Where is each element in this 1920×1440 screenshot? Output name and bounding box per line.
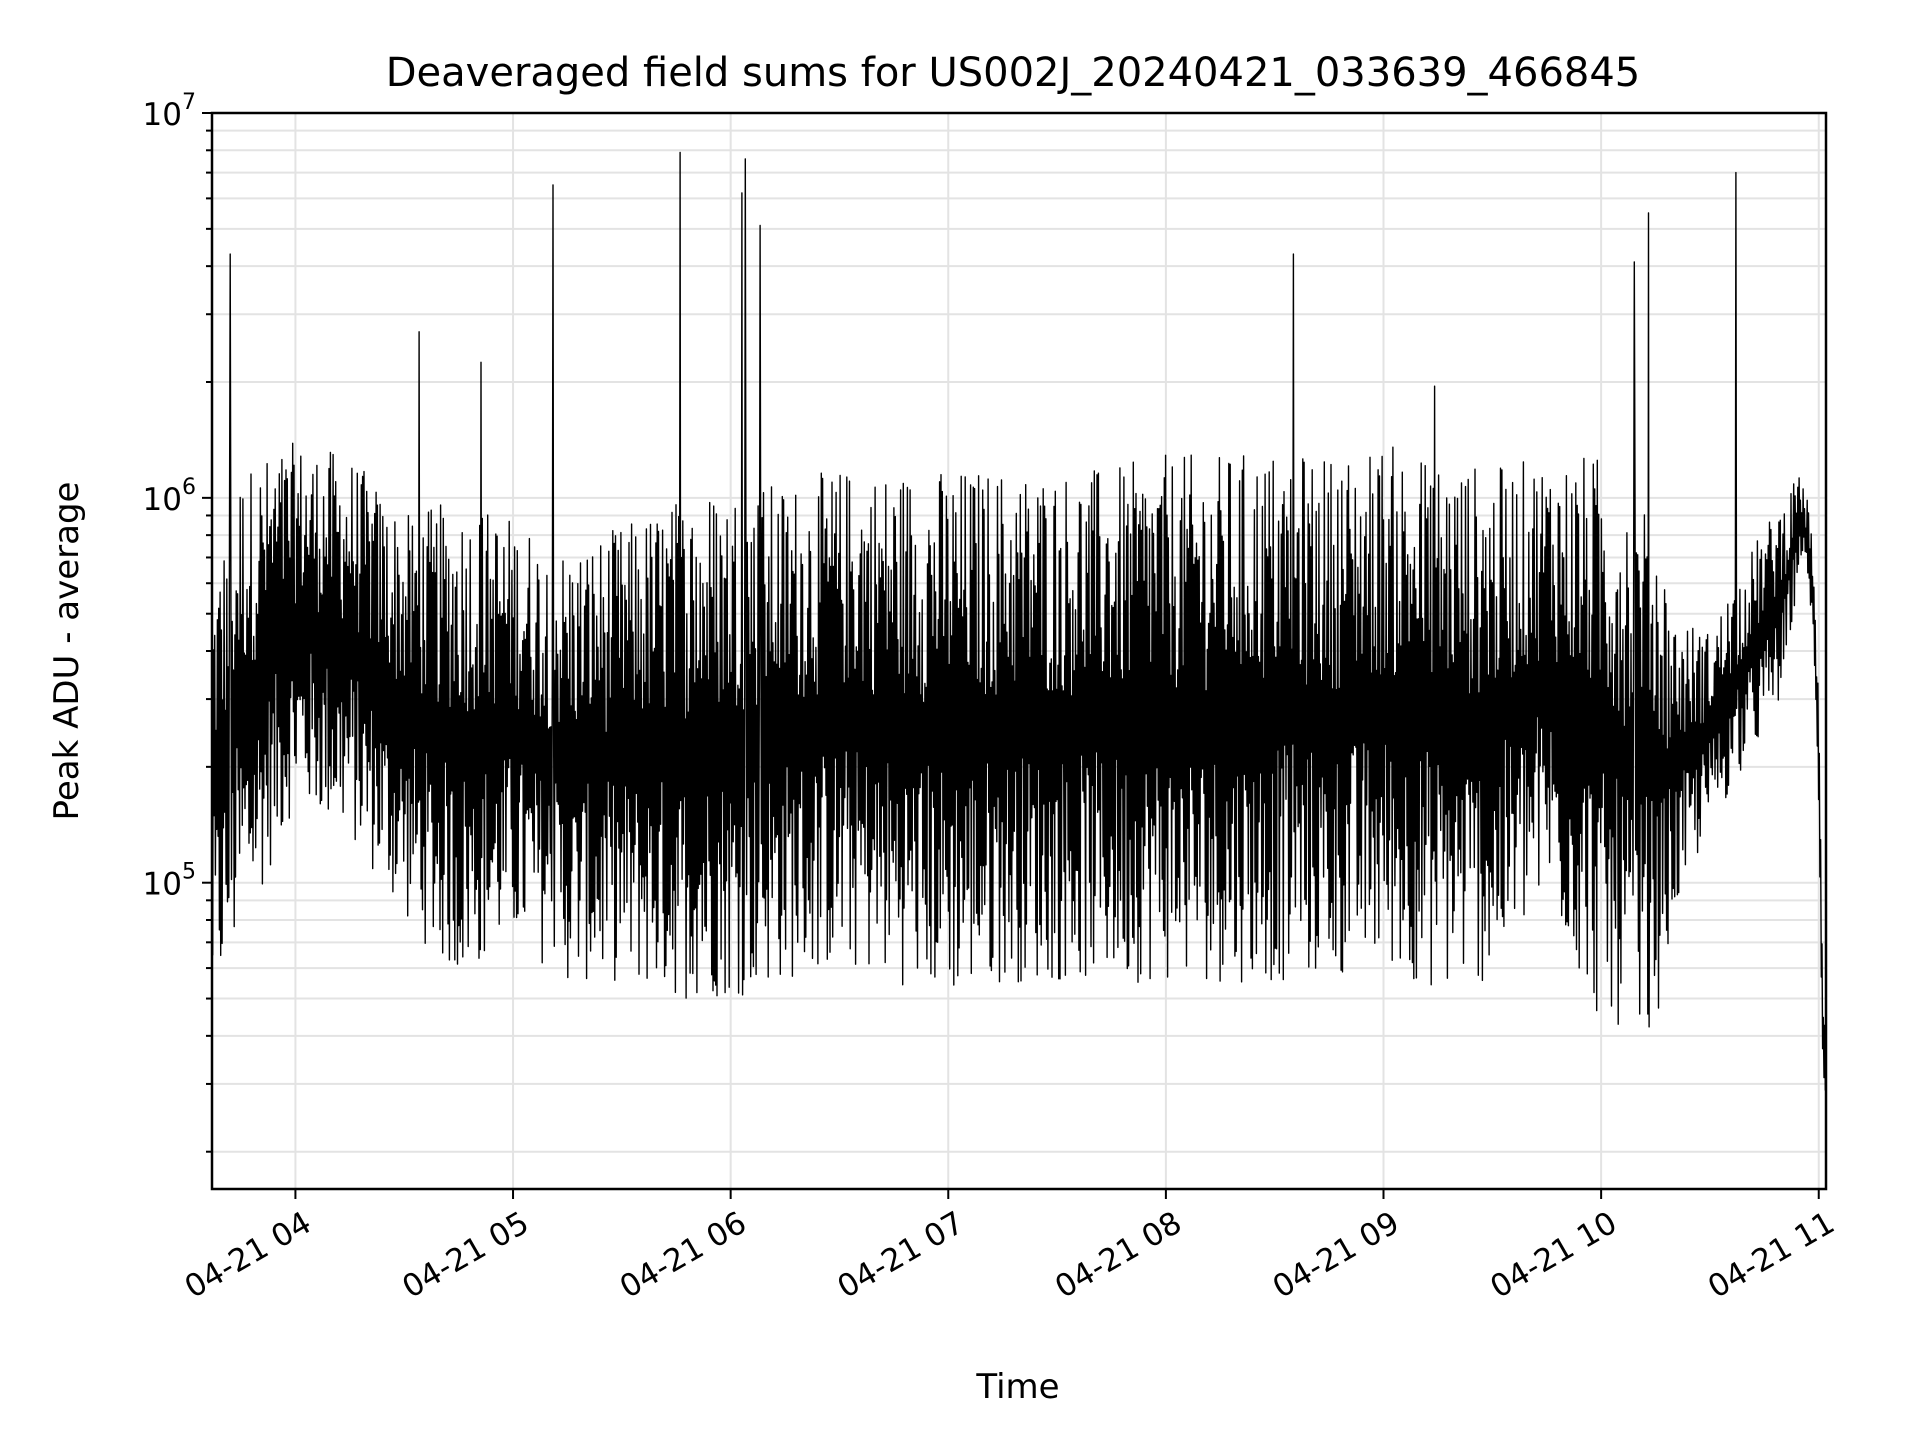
y-tick-label: 107: [143, 90, 196, 133]
y-axis: 105 106 107: [143, 90, 212, 1153]
x-tick-label: 04-21 07: [832, 1205, 971, 1306]
series-layer: [211, 151, 1827, 1091]
x-axis: 04-21 04 04-21 05 04-21 06 04-21 07 04-21 08…: [179, 1189, 1841, 1306]
x-tick-label: 04-21 11: [1702, 1205, 1841, 1306]
x-tick-label: 04-21 10: [1484, 1205, 1623, 1306]
x-tick-label: 04-21 09: [1267, 1205, 1406, 1306]
x-tick-label: 04-21 04: [179, 1205, 318, 1306]
x-axis-label: Time: [975, 1367, 1059, 1407]
x-tick-label: 04-21 05: [396, 1205, 535, 1306]
chart-title: Deaveraged field sums for US002J_2024042…: [386, 50, 1641, 96]
y-axis-label: Peak ADU - average: [47, 482, 87, 821]
x-tick-label: 04-21 06: [614, 1205, 753, 1306]
series-line: [211, 151, 1827, 1091]
y-tick-label: 106: [143, 475, 196, 518]
y-tick-label: 105: [143, 860, 196, 903]
x-tick-label: 04-21 08: [1049, 1205, 1188, 1306]
